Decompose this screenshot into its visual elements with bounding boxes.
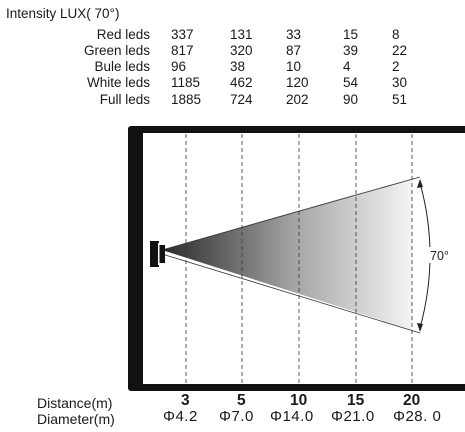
diameter-10m: Φ14.0 xyxy=(270,408,314,425)
cell-full-10m: 202 xyxy=(286,92,309,107)
row-label-white: White leds xyxy=(86,75,150,90)
distance-15m: 15 xyxy=(347,392,365,409)
beam-edge-top xyxy=(161,176,421,251)
cell-blue-15m: 4 xyxy=(343,59,351,74)
cell-full-5m: 724 xyxy=(230,92,253,107)
row-label-green: Green leds xyxy=(83,43,150,58)
cell-full-20m: 51 xyxy=(392,92,408,107)
cell-red-3m: 337 xyxy=(171,27,194,42)
distance-label: Distance(m) xyxy=(37,395,113,411)
cell-green-3m: 817 xyxy=(171,43,194,58)
table-title: Intensity LUX( 70°) xyxy=(6,6,120,21)
beam-edge-bottom xyxy=(161,253,421,334)
light-fixture-icon xyxy=(150,241,165,267)
cell-blue-3m: 96 xyxy=(171,59,187,74)
distance-3m: 3 xyxy=(181,392,190,409)
angle-label: 70° xyxy=(430,249,449,263)
angle-arrow-bottom xyxy=(417,323,423,332)
row-label-blue: Bule leds xyxy=(94,59,150,74)
diameter-5m: Φ7.0 xyxy=(219,408,254,425)
cell-red-5m: 131 xyxy=(230,27,253,42)
cell-white-15m: 54 xyxy=(343,75,359,90)
distance-10m: 10 xyxy=(290,392,308,409)
diameter-label: Diameter(m) xyxy=(37,411,115,427)
row-label-red: Red leds xyxy=(96,27,150,42)
cell-green-20m: 22 xyxy=(392,43,408,58)
cell-red-15m: 15 xyxy=(343,27,359,42)
diameter-20m: Φ28. 0 xyxy=(393,408,442,425)
cell-blue-10m: 10 xyxy=(286,59,302,74)
angle-arrow-top xyxy=(417,179,423,188)
cell-red-20m: 8 xyxy=(392,27,400,42)
cell-red-10m: 33 xyxy=(286,27,302,42)
cell-green-10m: 87 xyxy=(286,43,302,58)
diameter-15m: Φ21.0 xyxy=(331,408,375,425)
cell-full-3m: 1885 xyxy=(171,92,202,107)
cell-full-15m: 90 xyxy=(343,92,359,107)
cell-blue-20m: 2 xyxy=(392,59,400,74)
cell-white-20m: 30 xyxy=(392,75,408,90)
row-label-full: Full leds xyxy=(99,92,150,107)
cell-white-3m: 1185 xyxy=(171,75,201,90)
distance-5m: 5 xyxy=(237,392,246,409)
diameter-3m: Φ4.2 xyxy=(163,408,198,425)
cell-green-15m: 39 xyxy=(343,43,359,58)
cell-white-5m: 462 xyxy=(230,75,253,90)
cell-blue-5m: 38 xyxy=(230,59,246,74)
frame-left-bar xyxy=(128,126,143,391)
cell-green-5m: 320 xyxy=(230,43,253,58)
light-beam xyxy=(162,178,412,330)
cell-white-10m: 120 xyxy=(286,75,309,90)
distance-20m: 20 xyxy=(403,392,421,409)
